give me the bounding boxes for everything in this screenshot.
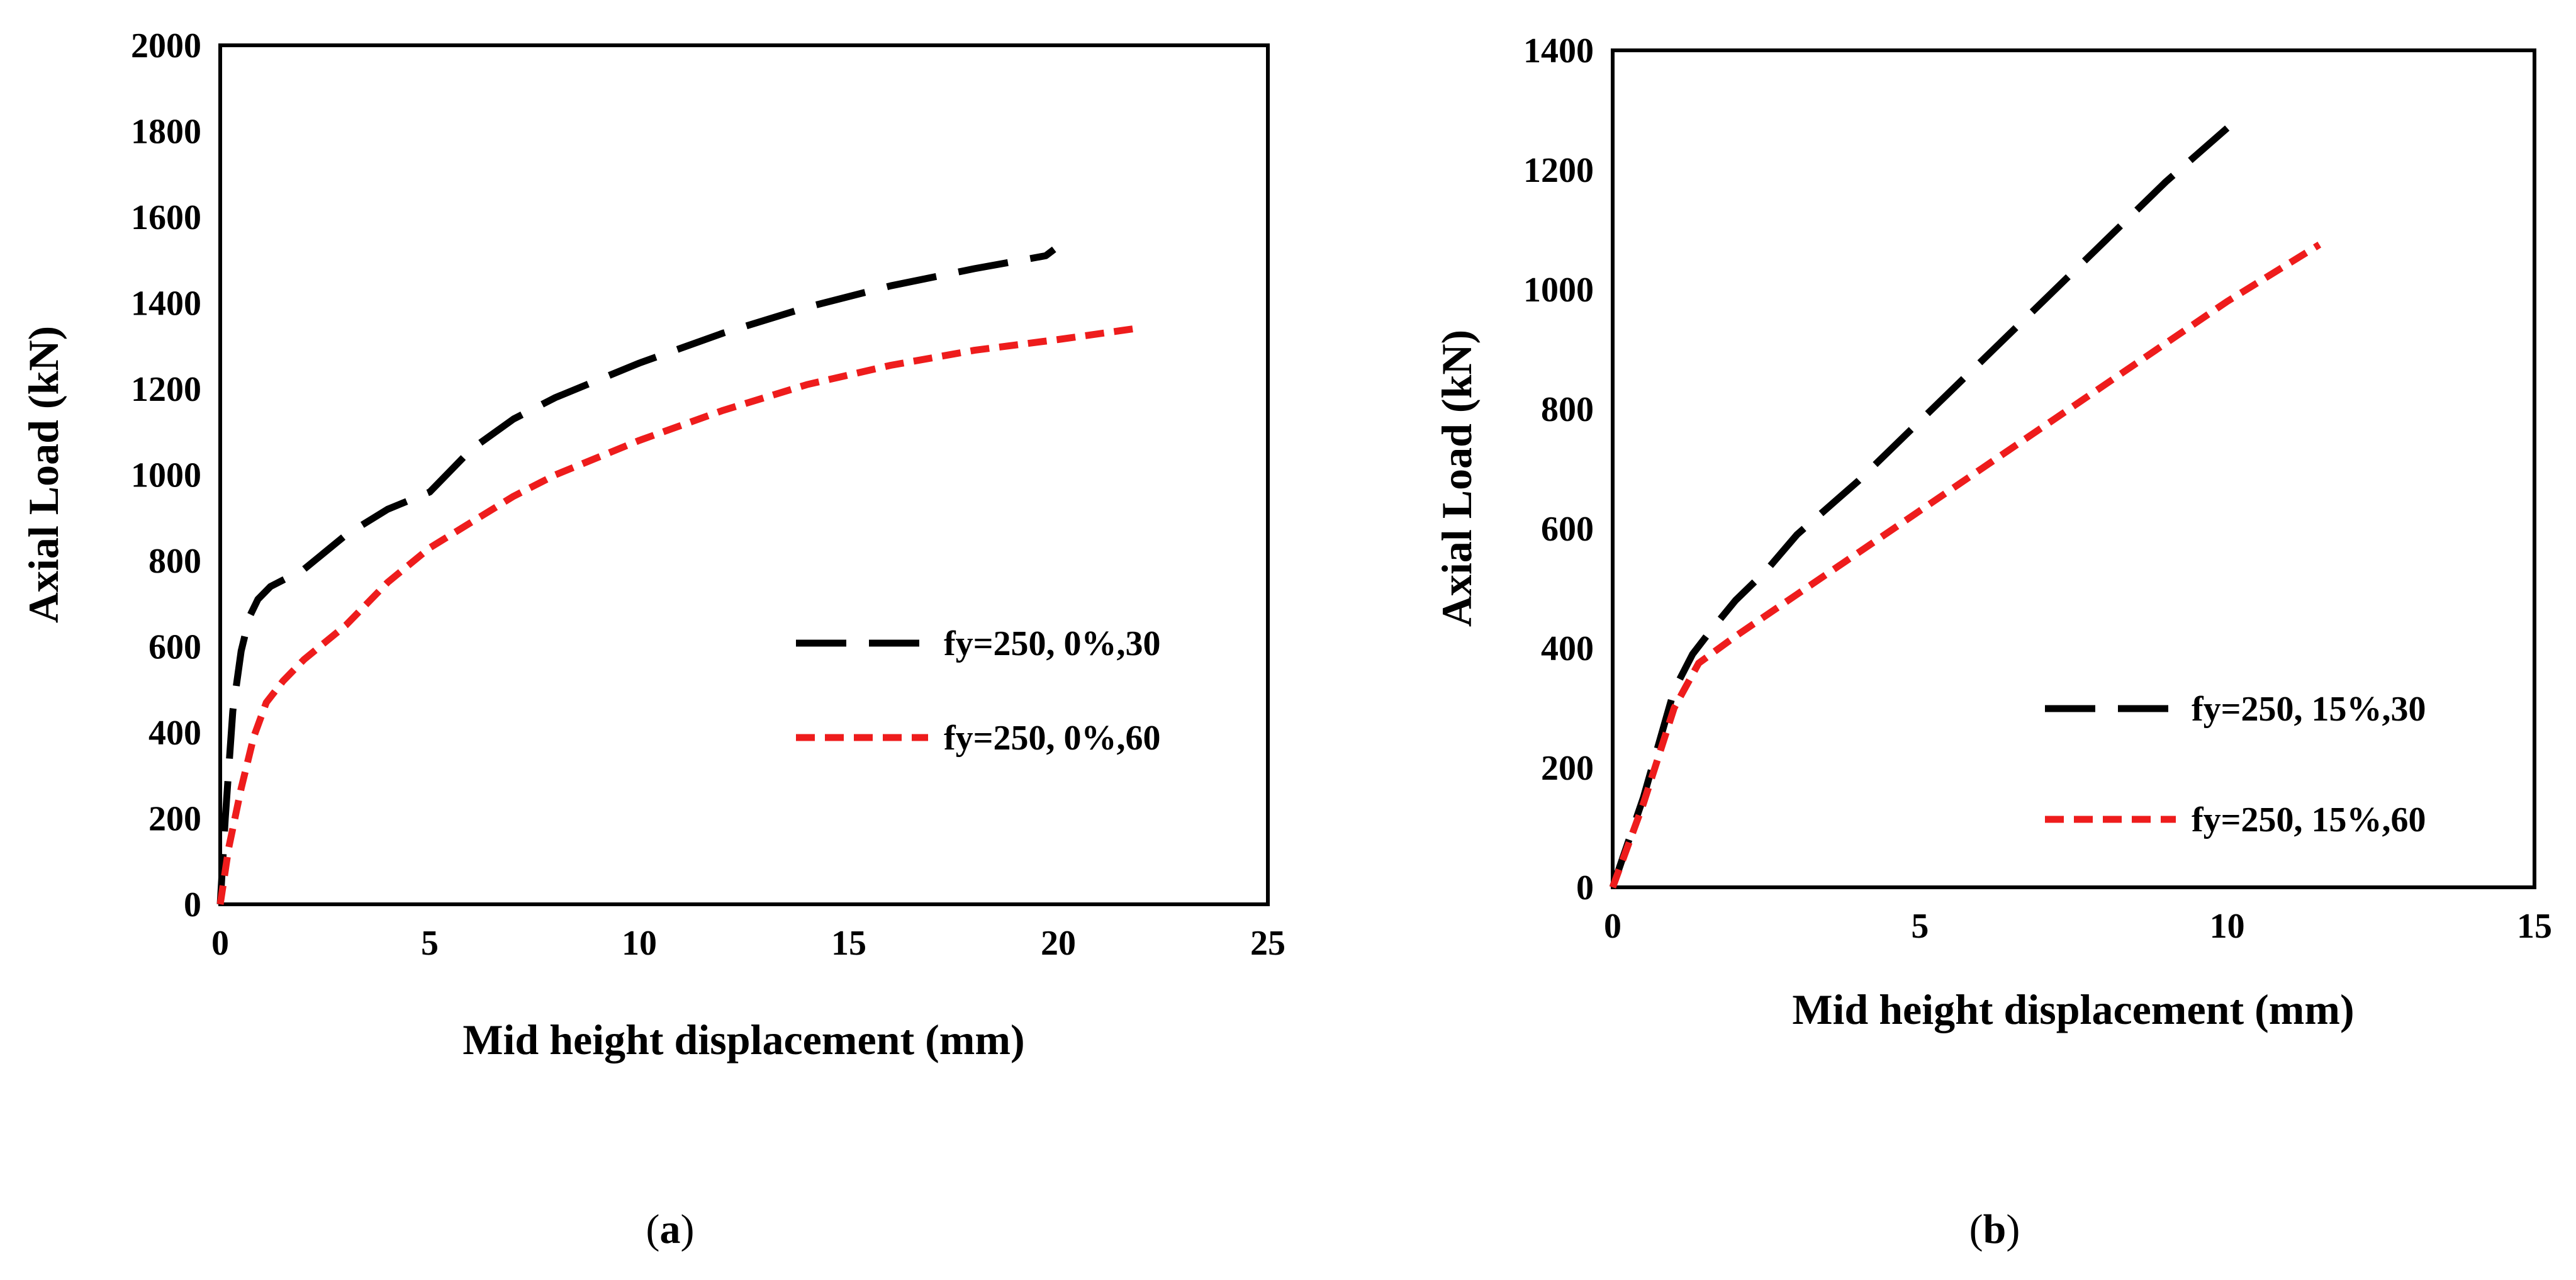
- y-tick-label: 0: [1576, 868, 1594, 907]
- y-tick-labels-a: 0 200 400 600 800 1000 1200 1400 1600 1800 2000: [131, 26, 201, 924]
- panel-label-a-letter: a: [660, 1206, 681, 1252]
- x-tick-label: 5: [421, 924, 439, 963]
- legend-label-2: fy=250, 0%,60: [944, 719, 1161, 758]
- plot-area-a: [218, 43, 1270, 906]
- y-tick-label: 2000: [131, 26, 201, 65]
- y-tick-label: 1000: [1523, 271, 1594, 310]
- series-line-1: [216, 246, 1056, 905]
- x-tick-label: 10: [2210, 907, 2245, 946]
- x-tick-label: 15: [2517, 907, 2552, 946]
- y-tick-label: 1400: [131, 284, 201, 323]
- y-tick-label: 600: [1541, 510, 1594, 549]
- x-tick-label: 25: [1250, 924, 1285, 963]
- x-axis-title-b: Mid height displacement (mm): [1792, 985, 2354, 1033]
- y-tick-labels-b: 0 200 400 600 800 1000 1200 1400: [1523, 31, 1594, 907]
- y-tick-label: 600: [148, 628, 201, 667]
- series-line-2: [216, 325, 1134, 905]
- y-tick-label: 1400: [1523, 31, 1594, 70]
- x-tick-label: 10: [622, 924, 657, 963]
- x-axis-title-a: Mid height displacement (mm): [462, 1016, 1024, 1064]
- series-line-1: [1609, 125, 2230, 889]
- y-tick-label: 400: [148, 714, 201, 753]
- panel-label-b-letter: b: [1983, 1206, 2007, 1252]
- legend-label-1: fy=250, 15%,30: [2192, 690, 2426, 729]
- y-tick-label: 1200: [131, 370, 201, 409]
- y-tick-label: 1800: [131, 113, 201, 152]
- y-tick-label: 0: [184, 885, 201, 924]
- y-tick-label: 200: [1541, 749, 1594, 788]
- y-tick-label: 400: [1541, 629, 1594, 668]
- y-tick-label: 200: [148, 800, 201, 839]
- y-tick-label: 1200: [1523, 151, 1594, 190]
- y-tick-label: 800: [148, 542, 201, 581]
- x-tick-labels-b: 0 5 10 15: [1604, 907, 2552, 946]
- series-lines-a: [216, 246, 1134, 905]
- legend-label-1: fy=250, 0%,30: [944, 624, 1161, 663]
- x-tick-label: 15: [831, 924, 866, 963]
- y-tick-label: 1600: [131, 198, 201, 237]
- legend-label-2: fy=250, 15%,60: [2192, 800, 2426, 839]
- y-axis-title-b: Axial Load (kN): [1433, 330, 1481, 627]
- panel-label-a: (a): [646, 1206, 695, 1252]
- series-line-2: [1609, 242, 2322, 889]
- x-tick-label: 0: [211, 924, 229, 963]
- chart-panel-b: 0 200 400 600 800 1000 1200 1400 0 5 10 15 fy=250,…: [1433, 31, 2552, 1252]
- x-tick-label: 0: [1604, 907, 1621, 946]
- plot-area-b: [1611, 48, 2536, 889]
- y-axis-title-a: Axial Load (kN): [20, 326, 67, 623]
- x-tick-label: 5: [1911, 907, 1929, 946]
- x-tick-labels-a: 0 5 10 15 20 25: [211, 924, 1285, 963]
- chart-panel-a: 0 200 400 600 800 1000 1200 1400 1600 1800 2000 0 5…: [20, 26, 1285, 1252]
- legend-a: fy=250, 0%,30 fy=250, 0%,60: [796, 624, 1161, 758]
- panel-label-b: (b): [1969, 1206, 2020, 1252]
- x-tick-label: 20: [1041, 924, 1076, 963]
- y-tick-label: 1000: [131, 456, 201, 495]
- series-lines-b: [1609, 125, 2322, 889]
- y-tick-label: 800: [1541, 390, 1594, 429]
- legend-b: fy=250, 15%,30 fy=250, 15%,60: [2045, 690, 2426, 839]
